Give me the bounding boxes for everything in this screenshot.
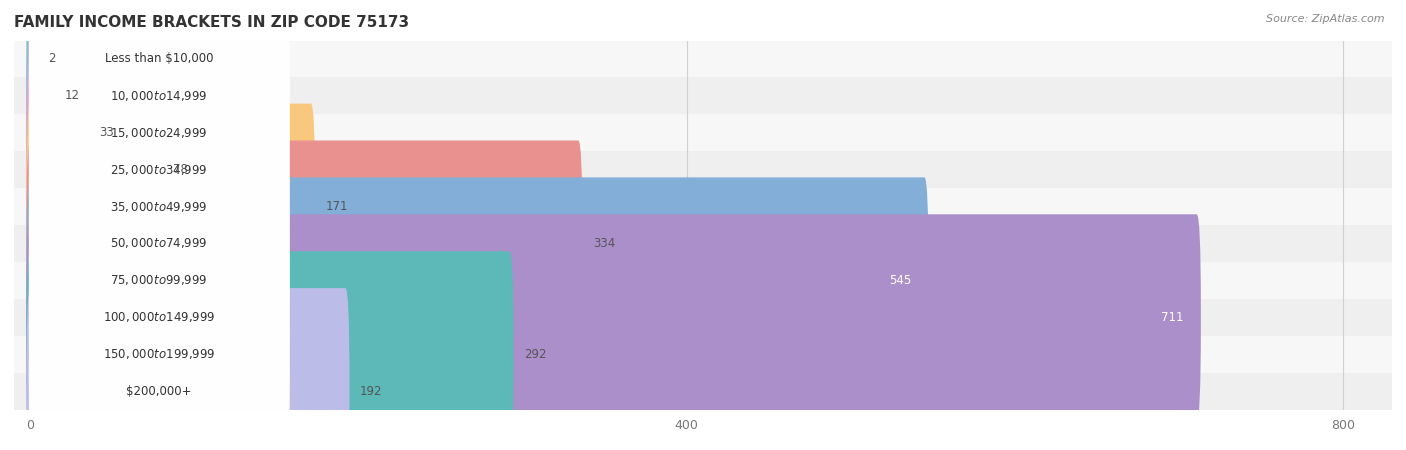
Text: Source: ZipAtlas.com: Source: ZipAtlas.com <box>1267 14 1385 23</box>
Text: 2: 2 <box>48 53 56 65</box>
FancyBboxPatch shape <box>30 14 290 178</box>
Text: $75,000 to $99,999: $75,000 to $99,999 <box>111 273 208 288</box>
FancyBboxPatch shape <box>14 188 1392 225</box>
FancyBboxPatch shape <box>27 0 55 199</box>
FancyBboxPatch shape <box>14 262 1392 299</box>
FancyBboxPatch shape <box>27 214 1201 420</box>
Text: $35,000 to $49,999: $35,000 to $49,999 <box>111 199 208 214</box>
Text: FAMILY INCOME BRACKETS IN ZIP CODE 75173: FAMILY INCOME BRACKETS IN ZIP CODE 75173 <box>14 14 409 30</box>
Text: $10,000 to $14,999: $10,000 to $14,999 <box>111 89 208 103</box>
FancyBboxPatch shape <box>27 140 582 346</box>
FancyBboxPatch shape <box>30 124 290 289</box>
Text: 171: 171 <box>326 200 349 213</box>
FancyBboxPatch shape <box>30 272 290 436</box>
FancyBboxPatch shape <box>27 251 513 450</box>
FancyBboxPatch shape <box>30 87 290 252</box>
Text: 78: 78 <box>173 163 188 176</box>
Text: Less than $10,000: Less than $10,000 <box>105 53 214 65</box>
Text: 334: 334 <box>593 237 616 250</box>
FancyBboxPatch shape <box>14 77 1392 114</box>
FancyBboxPatch shape <box>30 161 290 326</box>
FancyBboxPatch shape <box>14 336 1392 373</box>
FancyBboxPatch shape <box>30 309 290 450</box>
FancyBboxPatch shape <box>14 373 1392 410</box>
FancyBboxPatch shape <box>14 299 1392 336</box>
Text: 33: 33 <box>100 126 114 139</box>
FancyBboxPatch shape <box>27 288 350 450</box>
FancyBboxPatch shape <box>30 235 290 400</box>
FancyBboxPatch shape <box>27 30 89 236</box>
Text: $200,000+: $200,000+ <box>127 385 193 397</box>
Text: $150,000 to $199,999: $150,000 to $199,999 <box>103 347 215 361</box>
FancyBboxPatch shape <box>27 67 163 273</box>
FancyBboxPatch shape <box>30 198 290 363</box>
FancyBboxPatch shape <box>14 40 1392 77</box>
Text: 292: 292 <box>524 348 547 360</box>
Text: $100,000 to $149,999: $100,000 to $149,999 <box>103 310 215 324</box>
FancyBboxPatch shape <box>27 177 928 383</box>
Text: 545: 545 <box>889 274 911 287</box>
FancyBboxPatch shape <box>27 0 38 162</box>
FancyBboxPatch shape <box>27 104 315 310</box>
Text: 12: 12 <box>65 90 80 102</box>
Text: $25,000 to $34,999: $25,000 to $34,999 <box>111 162 208 177</box>
FancyBboxPatch shape <box>14 225 1392 262</box>
Text: 192: 192 <box>360 385 382 397</box>
FancyBboxPatch shape <box>14 114 1392 151</box>
FancyBboxPatch shape <box>14 151 1392 188</box>
FancyBboxPatch shape <box>30 50 290 215</box>
Text: $50,000 to $74,999: $50,000 to $74,999 <box>111 236 208 251</box>
Text: $15,000 to $24,999: $15,000 to $24,999 <box>111 126 208 140</box>
Text: 711: 711 <box>1161 311 1184 324</box>
FancyBboxPatch shape <box>30 0 290 141</box>
